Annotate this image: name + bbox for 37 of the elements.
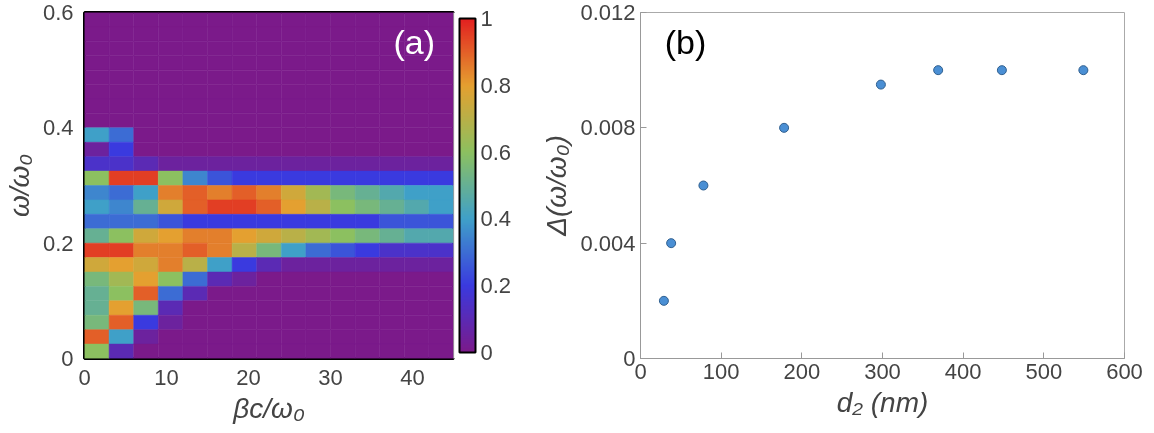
x-tick-label: 500 [1025,358,1063,384]
point [933,65,944,76]
x-tick-label: 40 [400,364,425,390]
color-bar-label: 0.2 [480,273,512,299]
x-tick-label: 30 [318,364,343,390]
x-tick-label: 600 [1106,358,1143,384]
point [658,295,669,306]
point [875,79,886,90]
y-axis-title: Δ(ω/ω₀) [541,135,573,237]
color-bar-label: 1 [480,6,493,31]
x-axis-title: d₂ (nm) [836,386,929,418]
y-tick-label: 0.4 [42,115,74,141]
x-tick-label: 100 [702,358,740,384]
point [666,238,677,249]
x-tick-label: 0 [78,364,91,390]
x-tick-label: 20 [236,364,261,390]
color-bar-label: 0 [480,340,493,365]
x-tick-label: 300 [864,358,901,384]
x-tick-label: 200 [783,358,821,384]
point [779,122,790,133]
point [1078,65,1089,76]
annotation: (a) [393,22,436,61]
y-tick-label: 0.008 [580,115,636,141]
color-bar-label: 0.8 [480,72,512,98]
y-tick-label: 0.6 [42,0,74,25]
y-axis-title: ω/ω₀ [3,153,35,218]
color-bar-label: 0.6 [480,139,512,165]
annotation: (b) [664,22,707,61]
y-tick-label: 0.012 [580,0,636,25]
x-axis-title: βc/ω₀ [232,392,305,424]
x-tick-label: 400 [944,358,982,384]
point [698,180,709,191]
y-tick-label: 0.2 [42,230,74,256]
y-tick-label: 0.004 [580,230,636,256]
point [996,65,1007,76]
color-bar-label: 0.4 [480,206,512,232]
x-tick-label: 10 [154,364,179,390]
